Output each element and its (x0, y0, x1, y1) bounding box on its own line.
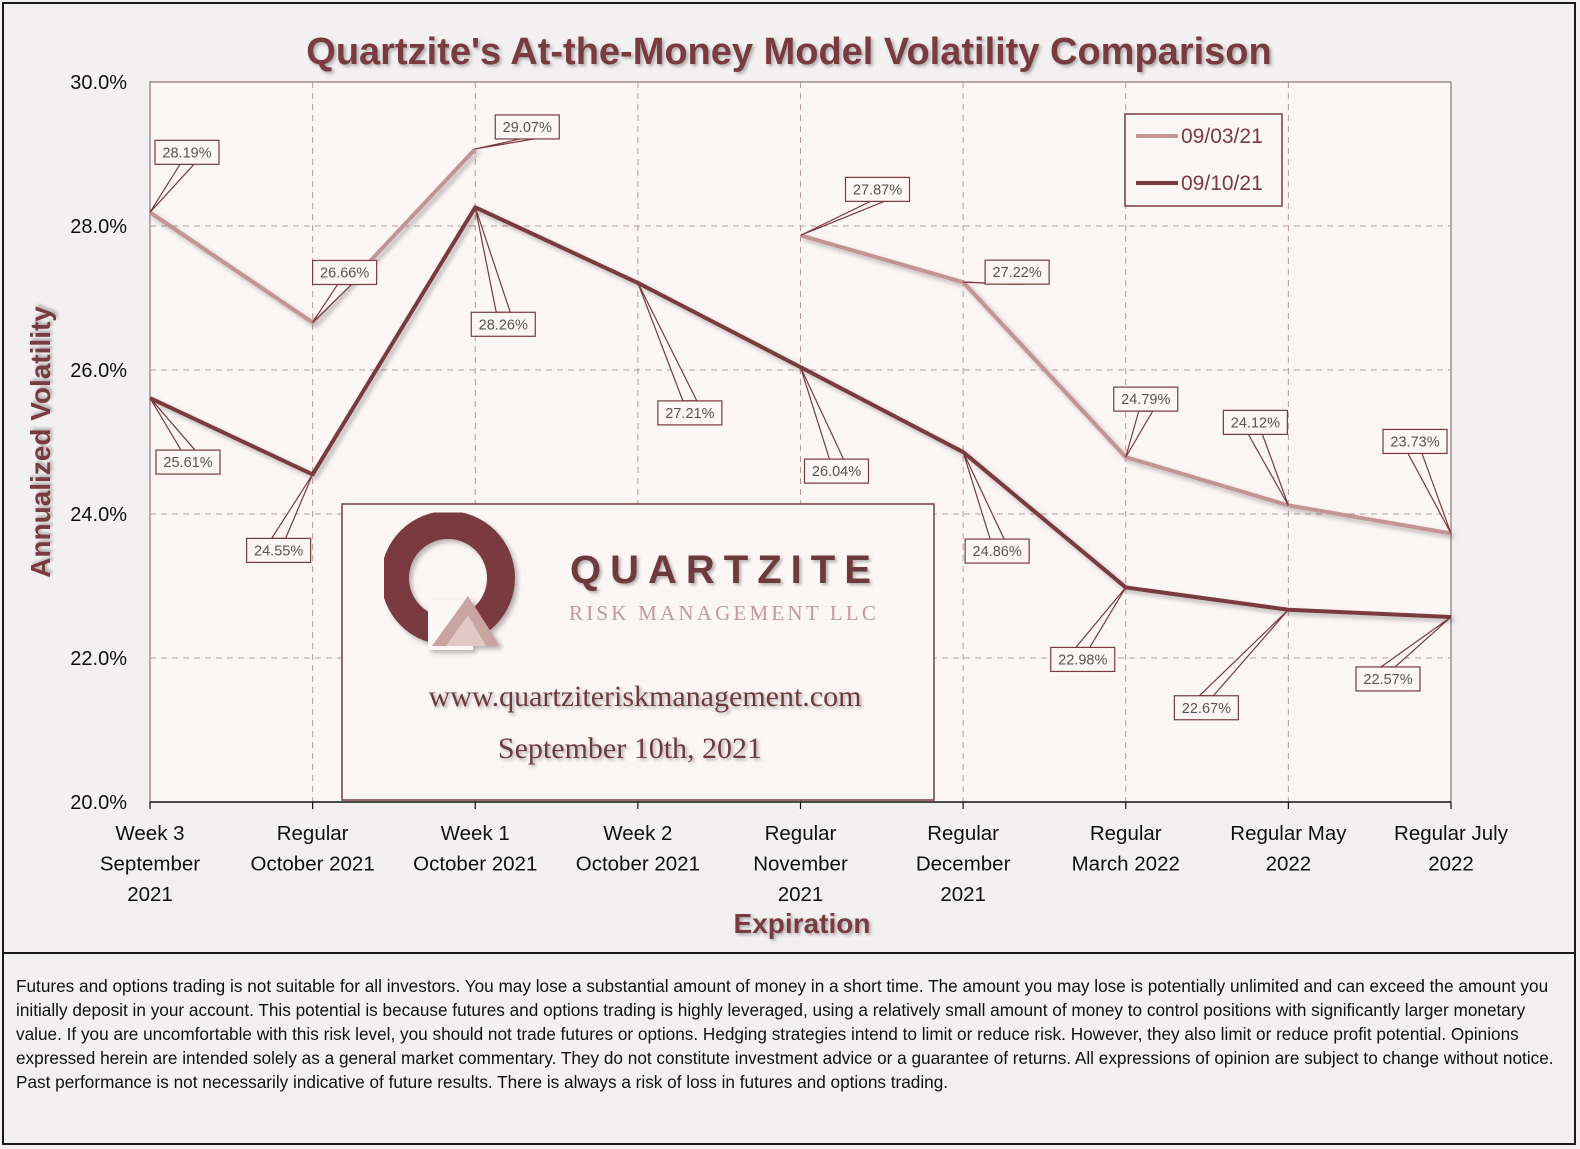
x-tick-label: Regular July 2022 (1394, 822, 1509, 876)
data-label-box (155, 449, 221, 475)
y-axis-title: Annualized Volatility (25, 306, 56, 578)
x-tick-label: Regular March 2022 (1072, 822, 1180, 876)
data-label-box (844, 176, 911, 202)
data-label-text: 29.07% (503, 120, 552, 136)
axes (149, 801, 1452, 809)
x-tick-label: Regular November 2021 (753, 822, 848, 906)
data-label-series-2: 28.26% (470, 207, 536, 337)
data-label-series-1: 28.19% (149, 139, 220, 213)
data-label-box (1173, 695, 1239, 721)
footer-divider (2, 952, 1576, 954)
x-tick-label: Week 2 October 2021 (576, 822, 700, 876)
legend-label-series-1: 09/03/21 (1181, 125, 1263, 148)
data-label-box (1382, 428, 1448, 455)
data-label-box (1050, 646, 1116, 673)
data-label-series-1: 23.73% (1382, 428, 1452, 534)
data-label-series-1: 27.87% (800, 176, 911, 236)
legend: 09/03/21 09/10/21 (1124, 113, 1283, 207)
data-label-series-1: 26.66% (312, 259, 378, 323)
y-tick-label: 20.0% (70, 792, 127, 814)
data-label-box (657, 400, 723, 426)
x-axis-title: Expiration (734, 908, 871, 939)
data-label-text: 24.86% (973, 544, 1022, 560)
branding-box: QUARTZITE RISK MANAGEMENT LLC www.quartz… (341, 503, 935, 801)
data-label-text: 23.73% (1390, 434, 1439, 450)
data-label-series-2: 22.57% (1355, 616, 1452, 692)
data-label-series-2: 24.86% (962, 451, 1030, 564)
data-label-text: 26.04% (812, 464, 861, 480)
data-label-box (494, 114, 560, 140)
data-label-box (1355, 666, 1421, 692)
data-label-text: 27.22% (993, 265, 1042, 281)
brand-subtitle: RISK MANAGEMENT LLC (569, 601, 879, 625)
legend-frame (1124, 113, 1283, 207)
data-label-series-1: 24.79% (1113, 386, 1179, 458)
legend-label-series-2: 09/10/21 (1181, 172, 1263, 195)
data-label-text: 25.61% (163, 455, 212, 471)
y-tick-label: 24.0% (70, 504, 127, 526)
y-tick-labels: 20.0% 22.0% 24.0% 26.0% 28.0% 30.0% (70, 72, 127, 814)
data-label-box (312, 259, 378, 286)
data-label-text: 26.66% (320, 265, 369, 281)
data-label-text: 27.21% (665, 406, 714, 422)
data-label-text: 28.19% (162, 145, 211, 161)
data-labels-layer: 28.19% 26.66% 29.07% 27.87% 27.22% 24.79% 24.1… (149, 114, 1452, 721)
data-label-text: 22.57% (1363, 672, 1412, 688)
data-label-text: 27.87% (853, 182, 902, 198)
data-label-box (470, 311, 536, 337)
brand-name: QUARTZITE (570, 548, 880, 592)
y-tick-label: 22.0% (70, 648, 127, 670)
data-label-box (803, 458, 870, 484)
data-label-text: 24.79% (1121, 392, 1170, 408)
x-tick-label: Regular December 2021 (916, 822, 1011, 906)
x-tick-label: Regular May 2022 (1230, 822, 1347, 876)
data-label-box (154, 139, 220, 165)
y-tick-label: 30.0% (70, 72, 127, 94)
data-label-series-1: 29.07% (475, 114, 560, 150)
disclaimer-text: Futures and options trading is not suita… (16, 976, 1554, 1092)
x-tick-label: Week 1 October 2021 (413, 822, 537, 876)
y-tick-label: 26.0% (70, 360, 127, 382)
data-label-series-2: 26.04% (799, 366, 870, 484)
data-label-series-1: 24.12% (1222, 409, 1289, 506)
data-label-series-2: 22.67% (1173, 609, 1289, 721)
data-label-series-2: 27.21% (637, 282, 723, 426)
x-tick-label: Week 3 September 2021 (100, 822, 200, 906)
brand-date: September 10th, 2021 (498, 732, 762, 765)
data-label-box (1113, 386, 1179, 412)
data-label-series-2: 24.55% (246, 474, 314, 564)
branding-frame (341, 503, 935, 801)
x-tick-labels: Week 3 September 2021 Regular October 2021 We… (100, 822, 1509, 906)
data-label-box (964, 538, 1030, 564)
data-label-series-1: 27.22% (963, 259, 1050, 285)
brand-url: www.quartziteriskmanagement.com (429, 680, 862, 713)
data-label-text: 24.55% (254, 543, 303, 559)
quartzite-logo-icon (381, 511, 515, 650)
x-tick-label: Regular October 2021 (251, 822, 375, 876)
chart-title: Quartzite's At-the-Money Model Volatilit… (306, 31, 1271, 73)
data-label-text: 22.98% (1058, 652, 1107, 668)
data-label-text: 22.67% (1182, 701, 1231, 717)
data-label-text: 24.12% (1231, 415, 1280, 431)
data-label-box (1222, 409, 1288, 435)
y-tick-label: 28.0% (70, 216, 127, 238)
data-label-series-2: 25.61% (149, 397, 221, 475)
data-label-text: 28.26% (479, 317, 528, 333)
data-label-series-2: 22.98% (1050, 587, 1127, 673)
data-label-box (984, 259, 1050, 285)
data-label-box (246, 537, 312, 564)
